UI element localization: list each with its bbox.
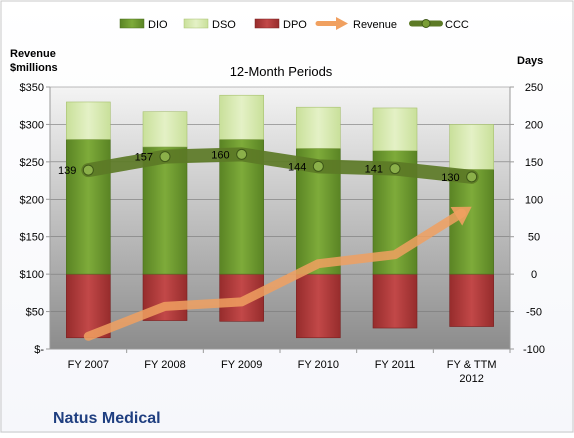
left-tick-label: $200 bbox=[20, 194, 44, 206]
ccc-data-label: 139 bbox=[58, 165, 76, 177]
x-tick-label: FY 2009 bbox=[221, 359, 262, 371]
left-axis-title-line1: Revenue bbox=[10, 48, 56, 60]
right-tick-label: -50 bbox=[526, 307, 542, 319]
bar-dio bbox=[66, 139, 111, 275]
left-tick-label: $50 bbox=[26, 307, 44, 319]
gridlines bbox=[50, 86, 510, 312]
bar-dso bbox=[449, 124, 494, 170]
right-tick-label: 50 bbox=[528, 232, 540, 244]
x-tick-labels: FY 2007 FY 2008 FY 2009 FY 2010 FY 2011 FY & … bbox=[68, 349, 511, 385]
plot-area bbox=[50, 87, 510, 349]
x-tick-label: FY 2011 bbox=[375, 359, 416, 371]
right-tick-label: 100 bbox=[525, 194, 543, 206]
bar-dpo bbox=[296, 273, 341, 339]
right-tick-label: 150 bbox=[525, 157, 543, 169]
bar-dso bbox=[142, 111, 188, 148]
legend-swatch-dso bbox=[183, 18, 209, 29]
revenue-series bbox=[83, 206, 472, 341]
right-tick-label: 200 bbox=[525, 119, 543, 131]
ccc-data-label: 141 bbox=[365, 164, 383, 176]
left-tick-label: $100 bbox=[20, 269, 44, 281]
legend-swatch-revenue bbox=[315, 17, 348, 30]
bar-dpo bbox=[449, 273, 494, 327]
legend-label-dso: DSO bbox=[212, 19, 236, 31]
legend-label-revenue: Revenue bbox=[353, 19, 397, 31]
ccc-series: 139 157 160 144 141 130 bbox=[58, 147, 479, 184]
legend-swatch-dio bbox=[119, 18, 145, 29]
chart-title: 12-Month Periods bbox=[230, 64, 333, 79]
left-tick-label: $350 bbox=[20, 82, 44, 94]
ccc-data-label: 157 bbox=[135, 152, 153, 164]
left-tick-label: $300 bbox=[20, 119, 44, 131]
ccc-data-label: 130 bbox=[441, 172, 459, 184]
left-axis-title-line2: $millions bbox=[10, 62, 58, 74]
left-tick-label: $- bbox=[34, 344, 44, 356]
legend-label-dpo: DPO bbox=[283, 19, 307, 31]
legend-label-ccc: CCC bbox=[445, 19, 469, 31]
x-tick-label: FY & TTM bbox=[447, 359, 497, 371]
ccc-point bbox=[466, 171, 478, 183]
bar-dio bbox=[449, 169, 494, 275]
bar-dpo bbox=[372, 273, 418, 329]
legend-swatch-dpo bbox=[254, 18, 280, 29]
legend: DIO DSO DPO Revenue CCC bbox=[119, 17, 469, 31]
right-tick-label: -100 bbox=[523, 344, 545, 356]
ccc-data-label: 160 bbox=[211, 149, 229, 161]
revenue-line bbox=[83, 208, 466, 341]
x-tick-label: FY 2010 bbox=[298, 359, 339, 371]
company-name: Natus Medical bbox=[53, 410, 161, 427]
x-tick-label: 2012 bbox=[459, 373, 483, 385]
bar-dso bbox=[372, 107, 418, 151]
right-tick-labels: -100 -50 0 50 100 150 200 250 bbox=[510, 82, 545, 356]
left-tick-label: $250 bbox=[20, 157, 44, 169]
ccc-line bbox=[81, 147, 479, 184]
ccc-data-label: 144 bbox=[288, 161, 306, 173]
bar-dso bbox=[219, 94, 264, 140]
bar-dso bbox=[296, 106, 341, 149]
right-tick-label: 250 bbox=[525, 82, 543, 94]
ccc-point bbox=[389, 163, 401, 175]
legend-label-dio: DIO bbox=[148, 19, 168, 31]
ccc-point bbox=[82, 164, 94, 176]
legend-swatch-ccc bbox=[409, 19, 443, 28]
revenue-arrowhead bbox=[450, 206, 472, 226]
left-tick-label: $150 bbox=[20, 232, 44, 244]
x-tick-label: FY 2007 bbox=[68, 359, 109, 371]
left-tick-labels: $- $50 $100 $150 $200 $250 $300 $350 bbox=[20, 82, 50, 356]
ccc-point bbox=[236, 148, 248, 160]
bar-dio bbox=[142, 146, 188, 275]
ccc-point bbox=[159, 151, 171, 163]
right-axis-title: Days bbox=[517, 55, 543, 67]
ccc-point bbox=[312, 160, 324, 172]
right-tick-label: 0 bbox=[531, 269, 537, 281]
bar-dso bbox=[66, 101, 111, 140]
x-tick-label: FY 2008 bbox=[144, 359, 185, 371]
